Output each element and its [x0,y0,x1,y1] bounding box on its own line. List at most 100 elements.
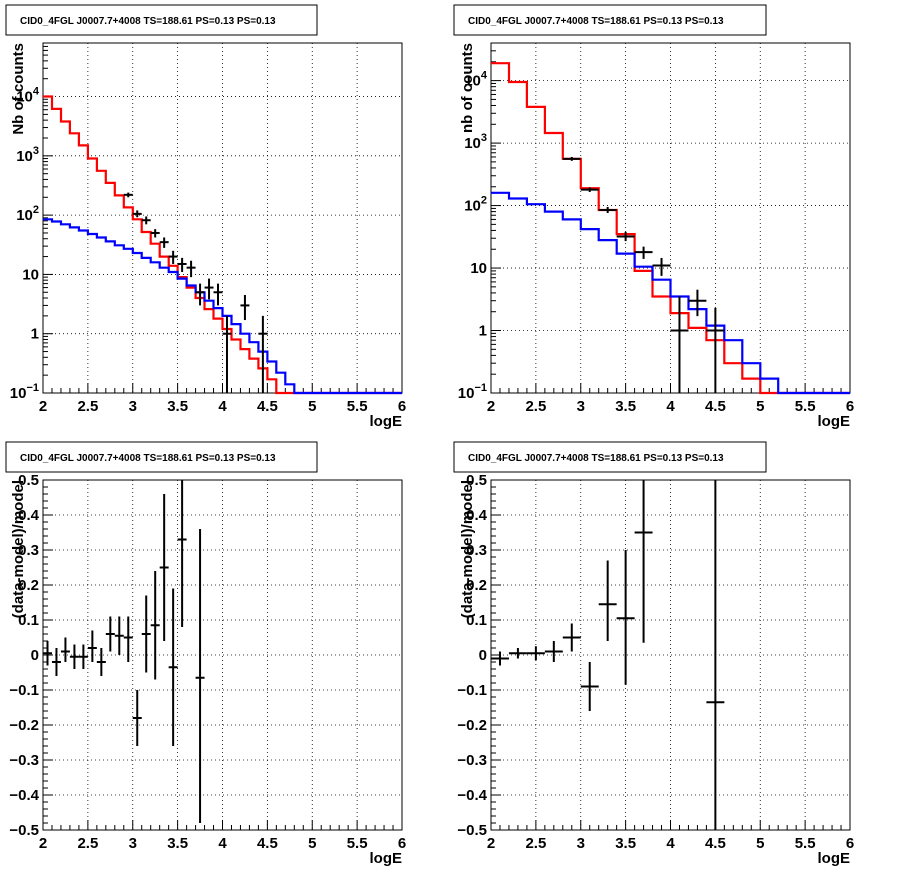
x-tick-label: 2.5 [525,398,546,415]
x-tick-label: 4.5 [257,835,278,852]
chart-panel-3: CID0_4FGL J0007.7+4008 TS=188.61 PS=0.13… [5,441,406,867]
y-tick-base: −0.3 [457,752,487,769]
y-tick-base: −0.5 [9,822,39,839]
x-axis-label: logE [818,413,851,430]
y-tick-base: 0.4 [466,507,488,524]
y-tick-base: 0.5 [18,472,39,489]
x-tick-label: 6 [398,398,406,415]
chart-panel-1: CID0_4FGL J0007.7+4008 TS=188.61 PS=0.13… [5,4,406,430]
y-tick-base: 0.2 [18,577,39,594]
x-tick-label: 4.5 [257,398,278,415]
y-tick-exponent: −1 [474,382,487,394]
x-tick-label: 3 [129,398,137,415]
y-tick-label: 0.2 [466,577,487,594]
y-tick-label: 103 [464,132,487,152]
y-tick-label: 10−1 [10,382,39,402]
x-tick-label: 4 [218,398,227,415]
y-tick-base: 10 [22,266,39,283]
y-tick-label: 10 [470,260,487,277]
y-tick-base: 0 [31,647,39,664]
y-tick-base: 10 [470,260,487,277]
y-tick-label: 0.5 [18,472,39,489]
total-model-histogram [43,95,402,395]
y-tick-base: −0.2 [9,717,39,734]
y-tick-label: −0.5 [9,822,39,839]
y-tick-base: 10 [464,198,481,215]
y-tick-base: −0.1 [9,682,39,699]
y-tick-exponent: 2 [33,204,39,216]
y-axis-label: Nb of counts [10,43,27,135]
chart-title-box [5,441,318,473]
y-tick-label: 10−1 [458,382,487,402]
x-tick-label: 5 [756,835,764,852]
y-tick-label: 1 [479,323,487,340]
y-tick-label: 102 [464,195,487,215]
x-tick-label: 4.5 [705,835,726,852]
chart-title-box [5,4,318,36]
y-tick-exponent: 2 [481,195,487,207]
chart-title: CID0_4FGL J0007.7+4008 TS=188.61 PS=0.13… [468,16,724,27]
chart-panel-4: CID0_4FGL J0007.7+4008 TS=188.61 PS=0.13… [453,441,854,867]
x-tick-label: 5.5 [347,835,368,852]
y-tick-base: −0.5 [457,822,487,839]
y-tick-label: −0.4 [9,787,39,804]
y-tick-label: −0.3 [9,752,39,769]
x-tick-label: 6 [398,835,406,852]
x-tick-label: 3 [577,835,585,852]
y-tick-base: 1 [31,326,39,343]
x-tick-label: 2 [39,835,47,852]
x-tick-label: 2.5 [77,835,98,852]
y-tick-exponent: 4 [33,86,40,98]
y-tick-base: 0.1 [466,612,487,629]
x-axis-label: logE [370,413,403,430]
y-tick-label: 10 [22,266,39,283]
y-tick-label: −0.2 [9,717,39,734]
x-tick-label: 2.5 [525,835,546,852]
x-tick-label: 3 [129,835,137,852]
y-tick-base: 0.1 [18,612,39,629]
x-tick-label: 4 [666,398,675,415]
y-tick-base: 10 [464,73,481,90]
y-tick-label: 0 [479,647,487,664]
y-tick-exponent: −1 [26,382,39,394]
y-tick-base: −0.4 [9,787,39,804]
x-tick-label: 6 [846,398,854,415]
x-tick-label: 3.5 [615,398,636,415]
y-tick-base: 10 [458,385,475,402]
y-tick-label: −0.2 [457,717,487,734]
source-model-histogram [43,218,402,395]
x-tick-label: 2.5 [77,398,98,415]
y-tick-exponent: 4 [481,70,488,82]
y-axis-label: nb of counts [459,43,476,133]
y-tick-label: 0.3 [466,542,487,559]
y-tick-base: −0.2 [457,717,487,734]
total-model-histogram [491,62,850,395]
x-axis-label: logE [818,850,851,867]
chart-title: CID0_4FGL J0007.7+4008 TS=188.61 PS=0.13… [468,453,724,464]
y-tick-base: 0.5 [466,472,487,489]
y-axis-label: (data-model)/model [459,480,476,618]
x-axis-label: logE [370,850,403,867]
y-tick-label: 0.5 [466,472,487,489]
y-tick-label: 102 [16,204,39,224]
y-tick-base: −0.3 [9,752,39,769]
y-tick-base: −0.1 [457,682,487,699]
x-tick-label: 3.5 [167,835,188,852]
chart-panel-2: CID0_4FGL J0007.7+4008 TS=188.61 PS=0.13… [453,4,854,430]
y-tick-label: −0.4 [457,787,487,804]
y-tick-base: 0 [479,647,487,664]
chart-title: CID0_4FGL J0007.7+4008 TS=188.61 PS=0.13… [20,16,276,27]
chart-title: CID0_4FGL J0007.7+4008 TS=188.61 PS=0.13… [20,453,276,464]
y-tick-label: 0.4 [18,507,40,524]
y-tick-base: 10 [10,385,27,402]
y-tick-label: 104 [16,86,40,106]
x-tick-label: 2 [487,398,495,415]
x-tick-label: 5.5 [347,398,368,415]
y-tick-label: 0.2 [18,577,39,594]
x-tick-label: 5 [308,398,316,415]
x-tick-label: 4.5 [705,398,726,415]
chart-title-box [453,441,767,473]
y-tick-label: 0 [31,647,39,664]
y-tick-label: 0.4 [466,507,488,524]
